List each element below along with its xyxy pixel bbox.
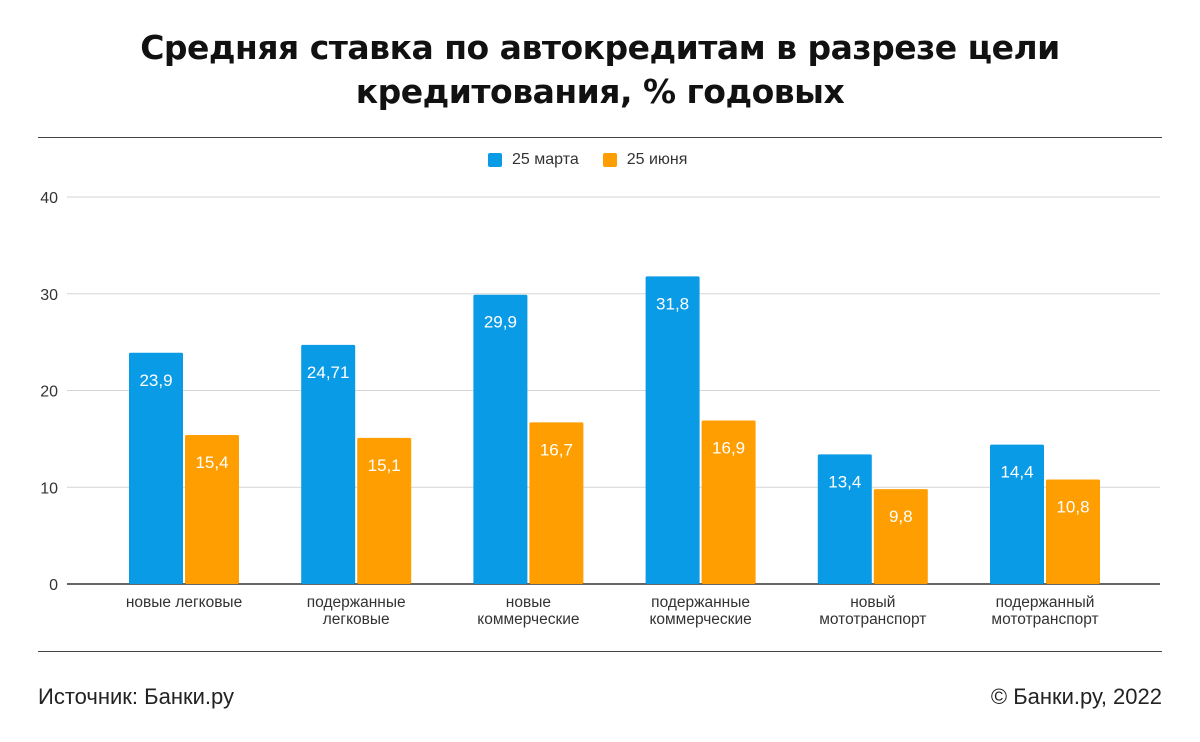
source-text: Источник: Банки.ру — [38, 684, 234, 709]
data-label: 9,8 — [889, 507, 913, 526]
bar-june — [357, 437, 412, 584]
x-tick-label: мототранспорт — [819, 611, 926, 628]
legend-label-june: 25 июня — [626, 151, 688, 168]
x-tick-label: коммерческие — [477, 611, 579, 628]
data-label: 24,71 — [307, 363, 350, 382]
bottom-divider — [38, 651, 1162, 652]
x-tick-label: легковые — [323, 611, 390, 628]
bar-march — [645, 276, 700, 584]
y-tick-label: 40 — [40, 190, 58, 207]
data-label: 15,1 — [368, 456, 401, 475]
bar-june — [1046, 479, 1100, 584]
legend-swatch-march — [488, 153, 502, 167]
chart-title: Средняя ставка по автокредитам в разрезе… — [0, 26, 1200, 114]
data-label: 13,4 — [828, 472, 861, 491]
y-tick-label: 0 — [49, 577, 58, 594]
copyright-text: © Банки.ру, 2022 — [990, 684, 1162, 709]
bar-june — [701, 420, 756, 584]
data-label: 10,8 — [1056, 498, 1089, 517]
legend: 25 марта 25 июня — [488, 151, 711, 169]
bar-march — [301, 344, 356, 584]
bar-june — [185, 435, 239, 584]
legend-swatch-june — [602, 153, 617, 167]
bar-march — [129, 352, 183, 584]
bar-march — [473, 294, 528, 584]
bar-march — [817, 454, 872, 584]
x-tick-label: подержанный — [996, 594, 1095, 611]
title-line-2: кредитования, % годовых — [355, 72, 845, 111]
legend-item-march: 25 марта — [488, 151, 579, 169]
y-tick-label: 30 — [40, 287, 58, 304]
x-tick-label: новый — [850, 594, 895, 611]
top-divider — [38, 137, 1162, 138]
data-label: 23,9 — [139, 371, 172, 390]
x-tick-label: подержанные — [307, 594, 406, 611]
data-label: 14,4 — [1000, 463, 1033, 482]
x-tick-label: подержанные — [651, 594, 750, 611]
bar-june — [529, 422, 584, 584]
x-tick-label: новые — [506, 594, 551, 611]
x-tick-label: мототранспорт — [991, 611, 1098, 628]
data-label: 31,8 — [656, 294, 689, 313]
y-tick-label: 10 — [40, 480, 58, 497]
bar-june — [873, 489, 928, 584]
data-label: 15,4 — [195, 453, 228, 472]
x-tick-label: новые легковые — [126, 594, 242, 611]
y-tick-label: 20 — [40, 384, 58, 401]
legend-label-march: 25 марта — [512, 151, 579, 168]
bar-march — [990, 444, 1044, 584]
data-label: 29,9 — [484, 313, 517, 332]
data-label: 16,7 — [540, 440, 573, 459]
legend-item-june: 25 июня — [602, 151, 688, 169]
data-label: 16,9 — [712, 438, 745, 457]
title-line-1: Средняя ставка по автокредитам в разрезе… — [140, 28, 1060, 67]
x-tick-label: коммерческие — [649, 611, 751, 628]
